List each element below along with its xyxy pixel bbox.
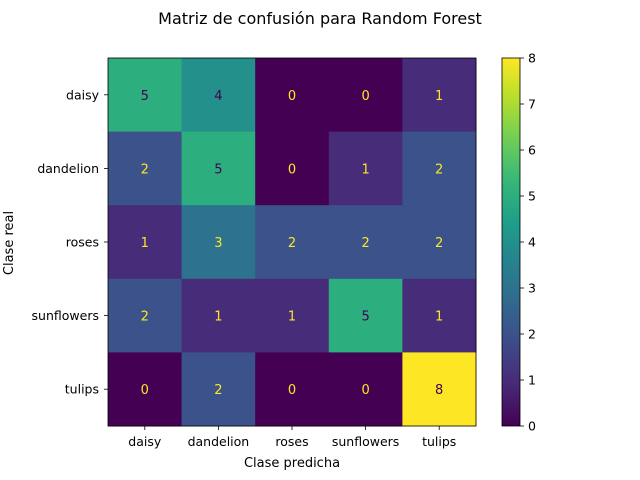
y-axis-ticks: daisy dandelion roses sunflowers tulips (32, 87, 108, 397)
colorbar-tick-label: 7 (528, 97, 536, 112)
heatmap-cell (328, 205, 403, 280)
cell-value-label: 1 (214, 310, 222, 325)
heatmap-cell (255, 352, 330, 427)
heatmap-cell (402, 278, 477, 353)
colorbar-gradient (501, 57, 521, 427)
heatmap-cell (108, 352, 183, 427)
y-tick-label: sunflowers (32, 308, 99, 323)
x-axis-label: Clase predicha (244, 456, 340, 471)
cell-value-label: 0 (141, 383, 149, 398)
cell-value-label: 1 (141, 236, 149, 251)
colorbar-tick-label: 1 (528, 373, 536, 388)
cell-value-label: 5 (361, 310, 369, 325)
heatmap-cell (108, 278, 183, 353)
colorbar-tick-label: 8 (528, 51, 536, 66)
heatmap-cell (255, 58, 330, 133)
heatmap-cell (328, 278, 403, 353)
cell-value-label: 0 (361, 89, 369, 104)
cell-value-label: 3 (214, 236, 222, 251)
cell-value-label: 1 (361, 162, 369, 177)
cell-value-label: 2 (141, 162, 149, 177)
x-tick-label: dandelion (188, 434, 250, 449)
cell-value-label: 0 (288, 162, 296, 177)
cell-value-label: 4 (214, 89, 222, 104)
x-tick-label: sunflowers (332, 434, 399, 449)
y-tick-label: roses (66, 235, 99, 250)
y-axis-label: Clase real (2, 211, 17, 275)
cell-value-label: 5 (214, 162, 222, 177)
heatmap-cell (255, 278, 330, 353)
heatmap-cell (181, 352, 256, 427)
x-axis-ticks: daisy dandelion roses sunflowers tulips (128, 426, 456, 449)
cell-value-label: 8 (435, 383, 443, 398)
heatmap-cell (181, 131, 256, 206)
colorbar-tick-label: 5 (528, 189, 536, 204)
cell-value-label: 2 (141, 310, 149, 325)
cell-value-label: 1 (435, 310, 443, 325)
heatmap-cell (181, 205, 256, 280)
x-tick-label: daisy (128, 434, 162, 449)
cell-value-label: 2 (435, 236, 443, 251)
y-tick-label: dandelion (37, 161, 99, 176)
colorbar-tick-label: 0 (528, 419, 536, 434)
heatmap-cell (402, 352, 477, 427)
colorbar-tick-label: 2 (528, 327, 536, 342)
cell-value-label: 5 (141, 89, 149, 104)
heatmap-cell (402, 58, 477, 133)
heatmap-cell (108, 205, 183, 280)
heatmap-cell (328, 352, 403, 427)
y-tick-label: tulips (65, 382, 99, 397)
cell-value-label: 2 (214, 383, 222, 398)
cell-value-label: 2 (361, 236, 369, 251)
cell-value-label: 1 (435, 89, 443, 104)
heatmap-cell (108, 58, 183, 133)
colorbar-tick-label: 6 (528, 143, 536, 158)
colorbar-tick-label: 4 (528, 235, 536, 250)
cell-value-label: 2 (288, 236, 296, 251)
heatmap-cell (402, 205, 477, 280)
x-tick-label: roses (275, 434, 308, 449)
heatmap-cell (328, 131, 403, 206)
heatmap-cell (108, 131, 183, 206)
heatmap-cell (181, 278, 256, 353)
heatmap-cell (181, 58, 256, 133)
cell-value-label: 0 (288, 383, 296, 398)
heatmap-cell (255, 131, 330, 206)
x-tick-label: tulips (422, 434, 456, 449)
cell-value-label: 0 (361, 383, 369, 398)
cell-value-label: 1 (288, 310, 296, 325)
cell-value-label: 2 (435, 162, 443, 177)
chart-title: Matriz de confusión para Random Forest (158, 9, 482, 28)
heatmap-cells: 5 4 0 0 1 2 5 0 1 2 1 3 2 2 2 2 1 1 5 1 0 2 0 0 8 (107, 57, 477, 427)
y-tick-label: daisy (66, 87, 100, 102)
heatmap-cell (402, 131, 477, 206)
heatmap-cell (328, 58, 403, 133)
colorbar-tick-label: 3 (528, 281, 536, 296)
heatmap-cell (255, 205, 330, 280)
colorbar: 0 1 2 3 4 5 6 7 8 (501, 51, 536, 434)
cell-value-label: 0 (288, 89, 296, 104)
